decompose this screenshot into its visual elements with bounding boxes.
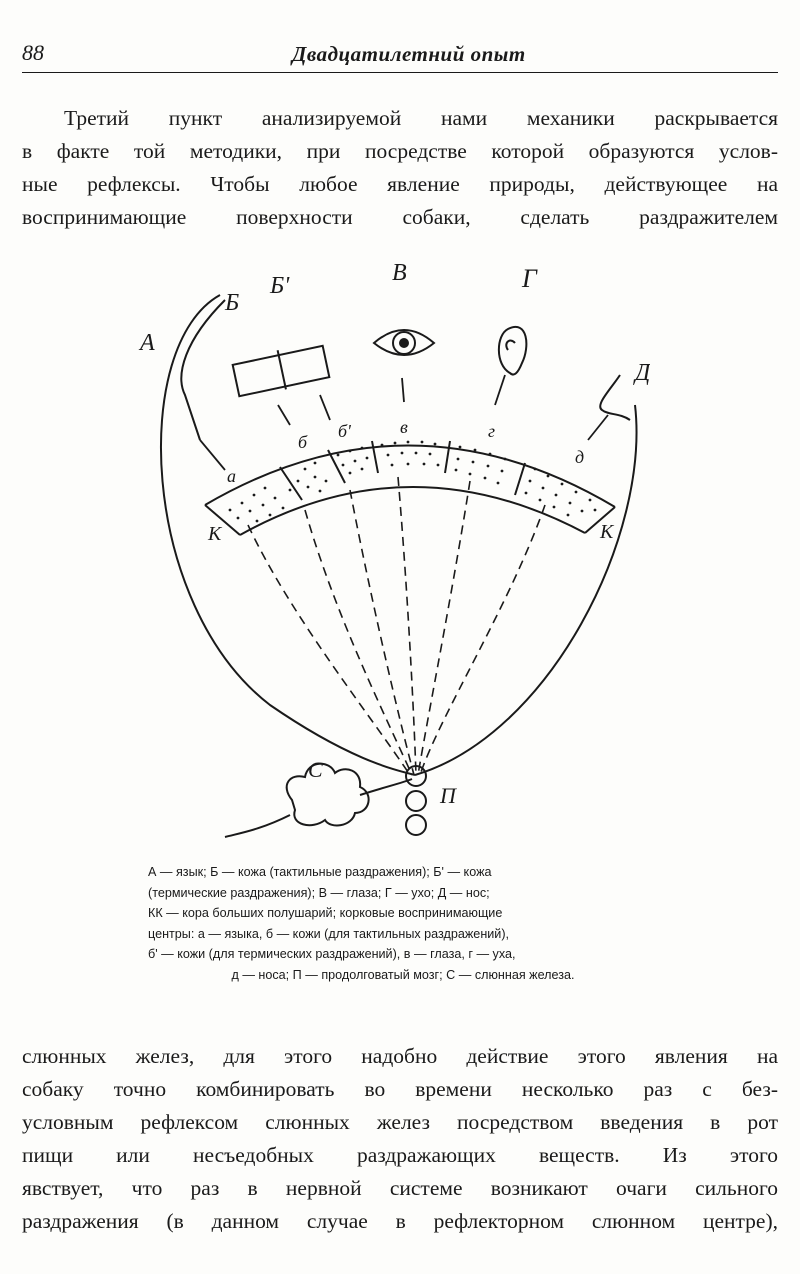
label-ear: Г (521, 264, 538, 293)
page-number: 88 (22, 40, 44, 65)
caption-line: б' — кожи (для термических раздражений),… (148, 947, 516, 961)
cortex-inner-arc (239, 486, 586, 536)
salivary-gland-icon (224, 762, 413, 838)
page-header: 88 Двадцатилетний опыт (22, 38, 778, 73)
ear-icon (497, 326, 528, 376)
cortex-outer-arc (204, 444, 616, 508)
label-cortex-a: а (227, 466, 236, 486)
text-line: Третий пункт анализируемой нами механики… (64, 106, 778, 130)
text-line: условным рефлексом слюнных желез посредс… (22, 1110, 778, 1134)
running-title: Двадцатилетний опыт (292, 42, 526, 66)
label-eye: В (392, 260, 407, 286)
diagram-svg: А Б Б' В Г Д а б б' в г д К К С П (138, 260, 652, 838)
left-outer-nerve (159, 294, 416, 776)
label-cortex-d: д (575, 447, 584, 467)
medulla-icon (405, 765, 427, 836)
text-line: раздражения (в данном случае в рефлектор… (22, 1209, 778, 1233)
paragraph-bottom: слюнных желез, для этого надобно действи… (22, 1040, 778, 1238)
label-tongue: А (138, 330, 155, 356)
right-outer-nerve (414, 404, 638, 776)
label-skin-thermal: Б' (269, 273, 290, 299)
text-line: воспринимающие поверхности собаки, сдела… (22, 205, 778, 229)
eye-icon (372, 329, 436, 356)
caption-line: А — язык; Б — кожа (тактильные раздражен… (148, 865, 492, 879)
label-cortex-b: б (298, 432, 308, 452)
label-nose: Д (633, 360, 650, 386)
cortex-stipple (228, 440, 597, 523)
label-kk-left: К (207, 523, 223, 545)
afferent-lines (199, 374, 609, 471)
caption-line: центры: а — языка, б — кожи (для тактиль… (148, 926, 510, 941)
label-skin-tactile: Б (224, 290, 239, 316)
label-cortex-g: г (488, 421, 495, 441)
text-line: собаку точно комбинировать во времени не… (22, 1077, 778, 1101)
skin-icon (231, 344, 331, 398)
text-line: пищи или несъедобных раздражающих вещест… (22, 1143, 778, 1167)
caption-line: КК — кора больших полушарий; корковые во… (148, 906, 503, 920)
text-line: ные рефлексы. Чтобы любое явление природ… (22, 172, 778, 196)
caption-line: (термические раздражения); В — глаза; Г … (148, 885, 490, 900)
paragraph-top: Третий пункт анализируемой нами механики… (22, 102, 778, 234)
text-line: в факте той методики, при посредстве кот… (22, 139, 778, 163)
projection-lines (247, 476, 546, 776)
label-cortex-v: в (400, 417, 408, 437)
text-line: слюнных желез, для этого надобно действи… (22, 1044, 778, 1068)
label-salivary-gland: С (308, 757, 323, 782)
tongue-nerve (180, 299, 226, 441)
nose-icon (599, 374, 631, 421)
label-medulla: П (439, 783, 457, 808)
caption-line: д — носа; П — продолговатый мозг; С — сл… (231, 967, 575, 982)
text-line: явствует, что раз в нервной системе возн… (22, 1176, 778, 1200)
reflex-diagram: А Б Б' В Г Д а б б' в г д К К С П (130, 255, 652, 845)
label-cortex-b-prime: б' (338, 421, 352, 441)
label-kk-right: К (599, 521, 615, 543)
figure-caption: А — язык; Б — кожа (тактильные раздражен… (148, 862, 658, 985)
